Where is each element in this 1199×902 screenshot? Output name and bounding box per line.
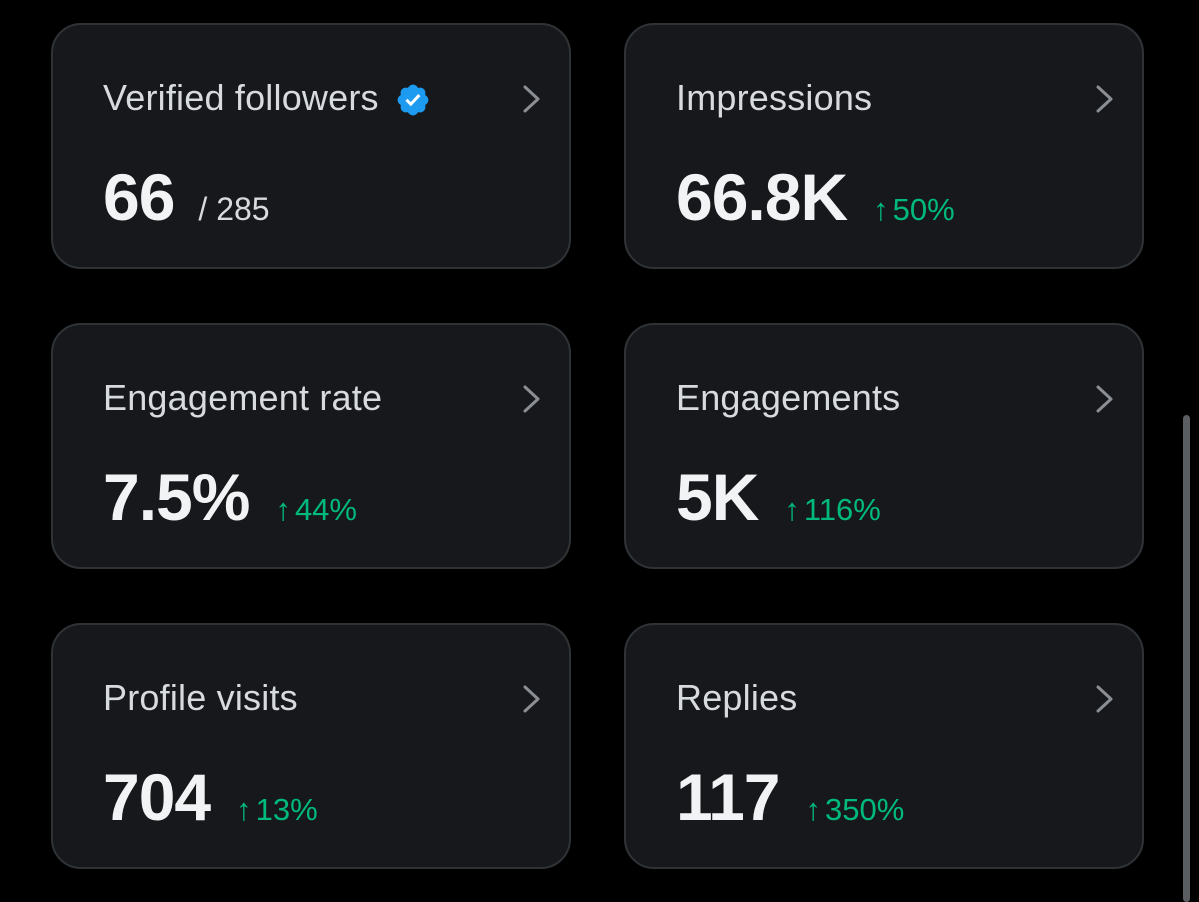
chevron-right-icon bbox=[523, 85, 540, 113]
metric-value: 5K bbox=[676, 460, 759, 534]
chevron-right-icon bbox=[1096, 685, 1113, 713]
card-title-label: Replies bbox=[676, 677, 798, 718]
value-row: 66 / 285 bbox=[103, 159, 270, 235]
up-arrow-icon: ↑ bbox=[236, 792, 252, 827]
engagements-card[interactable]: Engagements 5K ↑ 116% bbox=[624, 323, 1144, 569]
value-row: 704 ↑ 13% bbox=[103, 759, 318, 835]
metric-value: 66.8K bbox=[676, 160, 848, 234]
metric-value: 117 bbox=[676, 760, 780, 834]
card-title: Verified followers bbox=[103, 77, 431, 119]
card-title: Profile visits bbox=[103, 677, 298, 719]
metric-value: 7.5% bbox=[103, 460, 250, 534]
change-percent: 50% bbox=[892, 192, 955, 227]
card-title: Impressions bbox=[676, 77, 872, 119]
change-percent: 13% bbox=[255, 792, 318, 827]
card-title: Replies bbox=[676, 677, 797, 719]
metric-change: ↑ 50% bbox=[873, 192, 955, 228]
up-arrow-icon: ↑ bbox=[805, 792, 821, 827]
metric-change: ↑ 44% bbox=[275, 492, 357, 528]
metric-change: ↑ 350% bbox=[805, 792, 904, 828]
card-title-label: Verified followers bbox=[103, 77, 379, 118]
change-percent: 44% bbox=[294, 492, 357, 527]
chevron-right-icon bbox=[523, 685, 540, 713]
change-percent: 350% bbox=[824, 792, 905, 827]
up-arrow-icon: ↑ bbox=[275, 492, 291, 527]
replies-card[interactable]: Replies 117 ↑ 350% bbox=[624, 623, 1144, 869]
up-arrow-icon: ↑ bbox=[784, 492, 800, 527]
chevron-right-icon bbox=[1096, 385, 1113, 413]
impressions-card[interactable]: Impressions 66.8K ↑ 50% bbox=[624, 23, 1144, 269]
metric-value: 704 bbox=[103, 760, 211, 834]
up-arrow-icon: ↑ bbox=[873, 192, 889, 227]
card-title: Engagements bbox=[676, 377, 900, 419]
value-row: 66.8K ↑ 50% bbox=[676, 159, 955, 235]
card-title-label: Impressions bbox=[676, 77, 873, 118]
change-percent: 116% bbox=[803, 492, 881, 527]
metric-change: ↑ 116% bbox=[784, 492, 881, 528]
engagement-rate-card[interactable]: Engagement rate 7.5% ↑ 44% bbox=[51, 323, 571, 569]
metric-total: / 285 bbox=[198, 191, 270, 227]
card-title-label: Engagements bbox=[676, 377, 901, 418]
verified-badge-icon bbox=[395, 82, 431, 118]
profile-visits-card[interactable]: Profile visits 704 ↑ 13% bbox=[51, 623, 571, 869]
value-row: 7.5% ↑ 44% bbox=[103, 459, 357, 535]
scrollbar[interactable] bbox=[1183, 415, 1190, 902]
card-title: Engagement rate bbox=[103, 377, 382, 419]
metric-value: 66 bbox=[103, 160, 175, 234]
chevron-right-icon bbox=[1096, 85, 1113, 113]
value-row: 5K ↑ 116% bbox=[676, 459, 881, 535]
verified-followers-card[interactable]: Verified followers 66 / 285 bbox=[51, 23, 571, 269]
metric-change: ↑ 13% bbox=[236, 792, 318, 828]
value-row: 117 ↑ 350% bbox=[676, 759, 904, 835]
card-title-label: Engagement rate bbox=[103, 377, 383, 418]
card-title-label: Profile visits bbox=[103, 677, 298, 718]
chevron-right-icon bbox=[523, 385, 540, 413]
